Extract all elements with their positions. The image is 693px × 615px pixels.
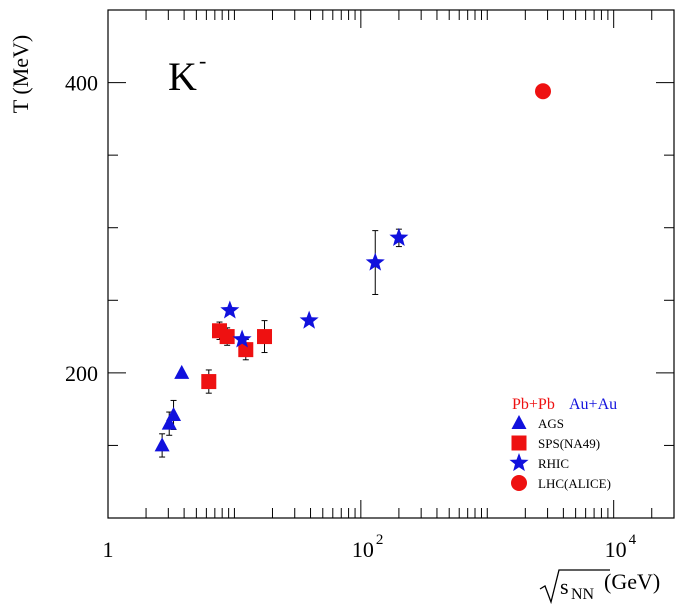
y-tick-label: 400: [65, 71, 98, 96]
error-bars: [159, 228, 402, 458]
data-point-square: [201, 374, 217, 390]
x-axis-label-unit: (GeV): [604, 569, 660, 594]
y-tick-label: 200: [65, 361, 98, 386]
legend-marker-square: [511, 435, 527, 451]
data-point-triangle: [166, 406, 182, 421]
legend-header-pbpb: Pb+Pb: [512, 396, 555, 413]
data-point-triangle: [161, 415, 177, 430]
x-axis-label-variable: s: [560, 574, 569, 599]
x-tick-label-base: 10: [352, 537, 374, 562]
x-tick-label: 10 4: [605, 532, 637, 562]
legend-label: RHIC: [538, 456, 569, 471]
data-point-triangle: [174, 364, 190, 379]
x-axis-label: s NN (GeV): [539, 569, 660, 605]
data-point-square: [257, 329, 273, 345]
plot-frame: [107, 9, 675, 519]
chart-title-superscript: -: [199, 48, 206, 73]
data-point-triangle: [154, 437, 170, 452]
chart-title: K: [168, 54, 197, 99]
sqrt-sign-icon: [539, 569, 610, 605]
data-point-square: [238, 342, 254, 358]
legend-marker-circle: [511, 475, 527, 491]
legend-label: SPS(NA49): [538, 436, 600, 451]
legend-marker-star: [509, 453, 529, 472]
legend-label: AGS: [538, 416, 564, 431]
data-point-star: [220, 300, 240, 319]
x-tick-label: 1: [103, 537, 114, 562]
x-tick-label-base: 10: [605, 537, 627, 562]
data-point-star: [299, 310, 319, 329]
x-tick-label-base: 1: [103, 537, 114, 562]
data-point-square: [219, 329, 235, 345]
axis-ticks: [107, 9, 675, 519]
x-axis-label-subscript: NN: [571, 586, 595, 603]
legend-header-auau: Au+Au: [569, 396, 617, 413]
data-markers: [154, 83, 552, 452]
data-point-star: [232, 329, 252, 348]
data-point-circle: [535, 83, 552, 100]
data-point-star: [389, 227, 409, 246]
legend: Pb+Pb Au+Au AGS SPS(NA49) RHIC LHC(ALICE): [509, 396, 617, 491]
legend-label: LHC(ALICE): [538, 476, 611, 491]
x-tick-label: 10 2: [352, 532, 384, 562]
x-tick-label-exponent: 2: [376, 532, 384, 548]
legend-marker-triangle: [511, 415, 527, 429]
data-point-star: [365, 252, 385, 271]
y-axis-label: T (MeV): [8, 35, 33, 113]
x-tick-label-exponent: 4: [629, 532, 637, 548]
